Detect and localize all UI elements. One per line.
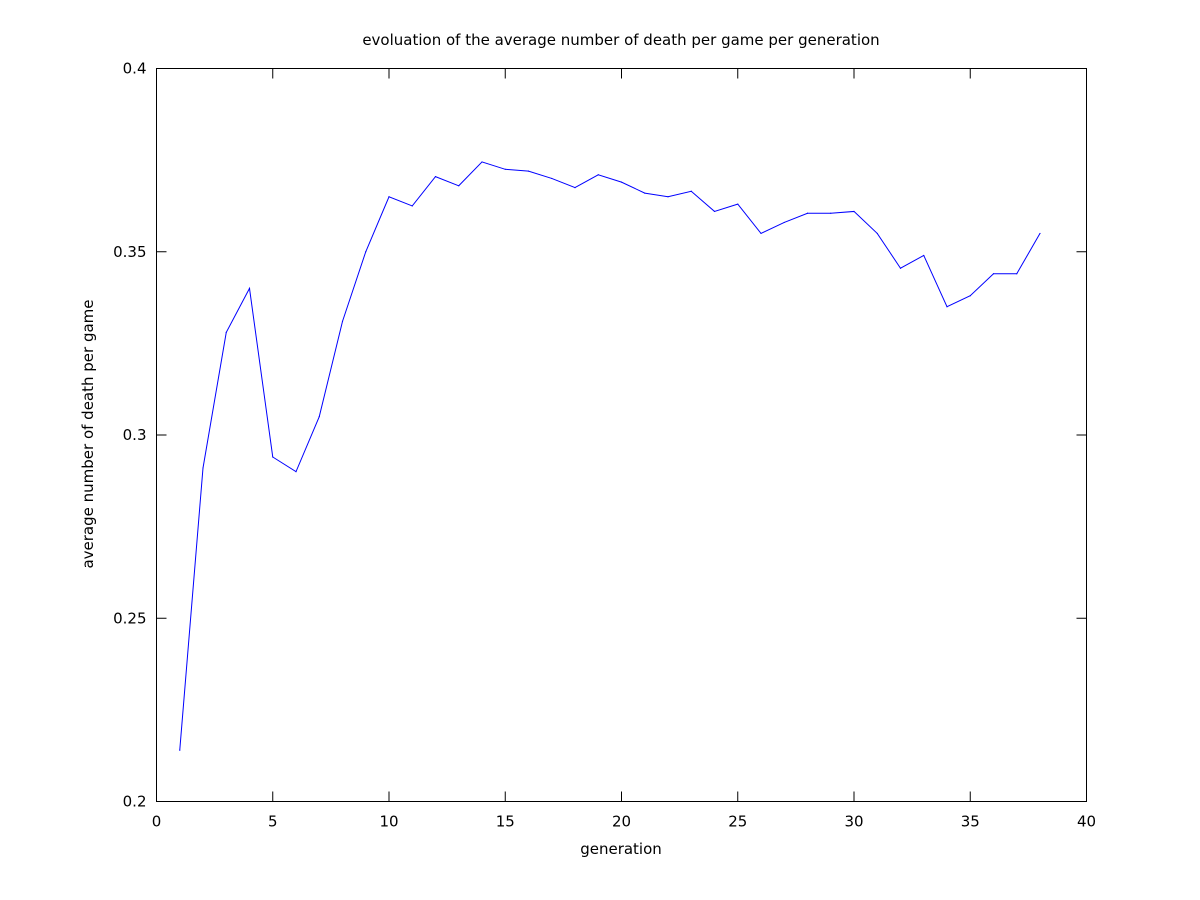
data-point — [923, 254, 925, 257]
data-point — [644, 192, 646, 194]
data-point — [876, 232, 878, 235]
data-point — [690, 190, 692, 192]
data-point — [527, 170, 530, 172]
data-point — [737, 203, 739, 205]
data-point — [992, 273, 995, 275]
y-tick-label: 0.3 — [123, 426, 147, 444]
data-point — [179, 749, 181, 751]
data-point — [574, 187, 576, 189]
y-tick-label: 0.2 — [123, 793, 147, 811]
x-tick-label: 40 — [1077, 813, 1096, 831]
data-point — [411, 205, 413, 207]
data-point — [760, 232, 762, 235]
y-axis-label: average number of death per game — [79, 299, 97, 568]
plot-frame — [156, 68, 1087, 802]
data-point — [341, 320, 344, 322]
data-point — [504, 168, 506, 170]
data-point — [365, 251, 367, 253]
data-point — [783, 221, 785, 224]
data-point — [969, 295, 971, 297]
data-point — [620, 181, 623, 183]
data-point — [295, 471, 297, 473]
data-point — [272, 456, 274, 458]
x-axis-label: generation — [580, 840, 662, 858]
x-tick-label: 15 — [496, 813, 515, 831]
data-point — [830, 212, 832, 214]
data-point — [481, 161, 483, 163]
data-point — [597, 174, 599, 176]
data-point — [667, 196, 669, 198]
data-point — [1039, 232, 1041, 235]
series-layer — [179, 161, 1041, 751]
y-tick-label: 0.35 — [113, 243, 146, 261]
y-tick-label: 0.25 — [113, 609, 146, 627]
y-axis: 0.2 0.25 0.3 0.35 0.4 — [113, 60, 1087, 811]
data-point — [388, 196, 390, 198]
data-point — [434, 176, 437, 178]
chart-title: evoluation of the average number of deat… — [362, 31, 879, 49]
data-point — [899, 267, 902, 269]
x-tick-label: 0 — [152, 813, 162, 831]
x-tick-label: 5 — [268, 813, 278, 831]
data-point — [318, 416, 320, 418]
x-tick-label: 35 — [961, 813, 980, 831]
data-point — [551, 177, 553, 180]
data-point — [248, 287, 251, 289]
y-tick-label: 0.4 — [123, 60, 147, 78]
data-point — [946, 306, 948, 308]
data-point — [225, 331, 227, 333]
data-point — [806, 212, 809, 214]
x-tick-label: 30 — [844, 813, 863, 831]
data-point — [202, 467, 204, 469]
data-point — [713, 210, 716, 213]
data-point — [458, 185, 460, 187]
x-tick-label: 20 — [612, 813, 631, 831]
series-line — [179, 161, 1041, 751]
data-point — [853, 210, 855, 213]
data-point — [1016, 273, 1018, 275]
x-tick-label: 10 — [379, 813, 398, 831]
x-axis: 0 5 10 15 20 25 30 35 40 — [152, 68, 1096, 831]
x-tick-label: 25 — [728, 813, 747, 831]
